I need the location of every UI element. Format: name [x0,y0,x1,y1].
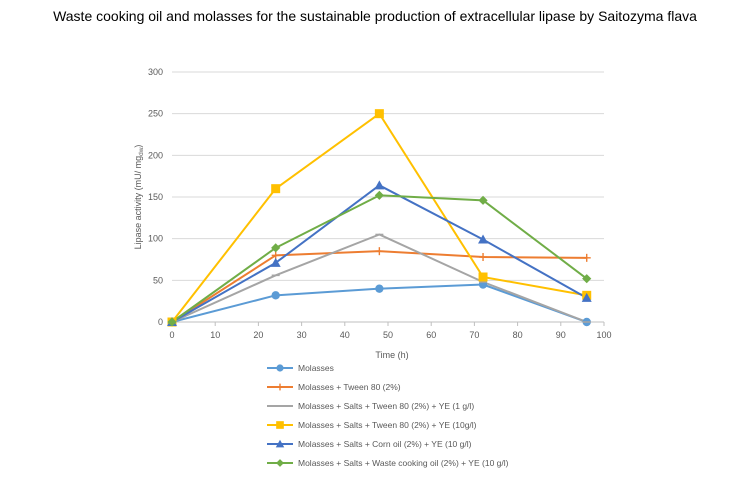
data-markers [167,109,592,327]
x-tick-label: 60 [426,330,436,340]
data-point-series-1 [375,284,384,293]
data-point-series-1 [271,291,280,300]
legend-item-3: Molasses + Salts + Tween 80 (2%) + YE (1… [267,401,474,411]
data-point-series-4 [374,109,384,119]
data-point-series-6 [271,243,281,253]
data-point-series-5 [374,180,385,190]
y-tick-label: 50 [153,275,163,285]
y-tick-label: 300 [148,67,163,77]
data-point-series-6 [478,195,488,205]
x-tick-label: 70 [469,330,479,340]
x-tick-label: 20 [253,330,263,340]
legend-label: Molasses + Salts + Corn oil (2%) + YE (1… [298,439,472,449]
legend-swatch-marker [276,421,284,429]
legend-swatch-marker [276,364,284,372]
data-point-series-5 [478,234,489,244]
chart-title: Waste cooking oil and molasses for the s… [53,8,697,24]
y-axis-label-main: Lipase activity (mU/ mg [133,156,143,250]
axes: 0 50 100 150 200 250 300 0 10 20 30 40 50 60 70 80 90 100… [133,67,612,360]
x-tick-label: 100 [596,330,611,340]
legend-label: Molasses + Salts + Waste cooking oil (2%… [298,458,509,468]
x-tick-label: 0 [169,330,174,340]
y-tick-label: 100 [148,234,163,244]
legend: Molasses Molasses + Tween 80 (2%) Molasses… [267,363,509,468]
x-tick-label: 40 [340,330,350,340]
x-tick-label: 50 [383,330,393,340]
legend-swatch-marker [276,459,284,467]
legend-label: Molasses + Tween 80 (2%) [298,382,401,392]
y-axis-label-close: ) [133,145,143,148]
x-axis-label: Time (h) [375,350,408,360]
legend-item-6: Molasses + Salts + Waste cooking oil (2%… [267,458,509,468]
data-point-series-2 [375,247,384,256]
data-point-series-5 [270,257,281,267]
y-tick-label: 200 [148,150,163,160]
legend-label: Molasses + Salts + Tween 80 (2%) + YE (1… [298,401,474,411]
legend-swatch-marker [275,439,285,448]
legend-label: Molasses + Salts + Tween 80 (2%) + YE (1… [298,420,477,430]
legend-label: Molasses [298,363,334,373]
x-tick-label: 10 [210,330,220,340]
data-point-series-2 [479,253,488,261]
data-point-series-6 [374,190,384,200]
y-tick-label: 250 [148,109,163,119]
data-point-series-6 [167,317,177,327]
x-tick-label: 30 [297,330,307,340]
x-tick-label: 90 [556,330,566,340]
legend-swatch-marker [276,383,284,391]
y-axis-label-subscript: dw [138,147,145,156]
y-axis-label: Lipase activity (mU/ mgdw) [133,145,145,250]
data-point-series-2 [582,253,591,262]
x-tick-label: 80 [513,330,523,340]
legend-item-1: Molasses [267,363,334,373]
y-tick-label: 150 [148,192,163,202]
data-point-series-5 [581,292,592,302]
data-point-series-6 [582,274,592,284]
data-point-series-4 [478,272,488,282]
y-tick-label: 0 [158,317,163,327]
series-line-6 [171,194,588,323]
legend-item-2: Molasses + Tween 80 (2%) [267,382,401,392]
legend-item-5: Molasses + Salts + Corn oil (2%) + YE (1… [267,439,472,449]
data-point-series-4 [271,184,281,194]
legend-item-4: Molasses + Salts + Tween 80 (2%) + YE (1… [267,420,477,430]
